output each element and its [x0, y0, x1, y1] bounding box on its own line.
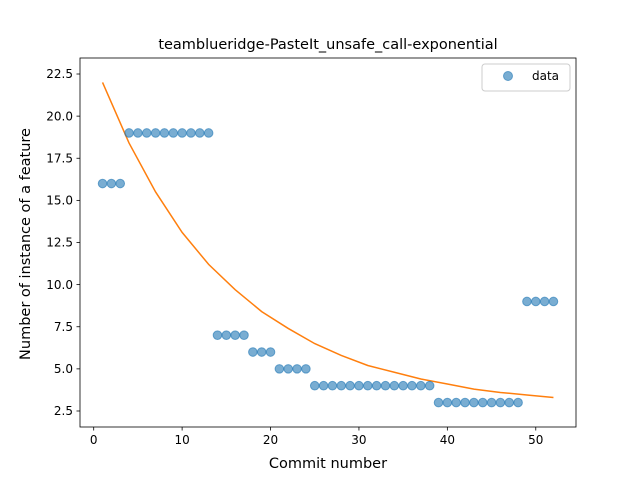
data-point — [301, 364, 311, 374]
data-point — [442, 397, 453, 408]
legend: data — [481, 63, 571, 92]
data-point — [424, 380, 435, 391]
data-point — [389, 380, 400, 391]
x-tick-label: 10 — [174, 433, 189, 447]
data-point — [354, 380, 364, 391]
data-point — [477, 397, 488, 408]
data-point — [362, 380, 373, 391]
data-point — [97, 178, 108, 189]
chart-title: teamblueridge-PasteIt_unsafe_call-expone… — [158, 37, 497, 53]
data-point — [124, 128, 134, 138]
data-point — [230, 330, 240, 340]
data-point — [309, 380, 320, 391]
y-tick-label: 7.5 — [54, 320, 73, 334]
data-point — [248, 347, 258, 357]
data-point — [513, 397, 523, 408]
data-point — [522, 296, 532, 307]
data-point — [433, 397, 444, 408]
plot-area — [79, 57, 577, 428]
axes-frame — [79, 57, 577, 428]
data-point — [283, 364, 294, 374]
data-point — [212, 330, 223, 340]
y-tick-label: 12.5 — [46, 236, 73, 250]
data-point — [159, 128, 170, 138]
data-point — [416, 380, 426, 391]
data-point — [530, 296, 541, 307]
y-tick-label: 5.0 — [54, 362, 73, 376]
data-point — [186, 128, 196, 138]
data-point — [548, 296, 559, 307]
x-tick-label: 20 — [263, 433, 278, 447]
data-point — [115, 178, 126, 189]
data-point — [380, 380, 391, 391]
data-point — [486, 397, 497, 408]
y-tick-label: 20.0 — [46, 109, 73, 123]
x-tick-label: 30 — [351, 433, 366, 447]
data-point — [407, 380, 417, 391]
data-point — [168, 128, 179, 138]
data-point — [460, 397, 470, 408]
data-point — [371, 380, 382, 391]
data-point — [203, 128, 214, 138]
data-point — [195, 128, 205, 138]
data-point — [539, 296, 550, 307]
data-point — [345, 380, 355, 391]
x-tick-label: 40 — [440, 433, 455, 447]
x-axis-ticks: 0 10 20 30 40 50 — [90, 427, 543, 447]
y-tick-label: 22.5 — [46, 67, 73, 81]
y-axis-ticks: 2.5 5.0 7.5 10.0 12.5 15.0 17.5 20.0 22.5 — [46, 67, 80, 418]
data-point — [469, 397, 479, 408]
data-point — [239, 330, 249, 340]
data-point — [150, 128, 161, 138]
data-point — [398, 380, 408, 391]
y-tick-label: 10.0 — [46, 278, 73, 292]
y-tick-label: 17.5 — [46, 151, 73, 165]
data-point — [495, 397, 506, 408]
y-tick-label: 15.0 — [46, 194, 73, 208]
data-point — [221, 330, 232, 340]
legend-box — [481, 63, 571, 92]
data-point — [292, 364, 302, 374]
data-point — [265, 347, 276, 357]
x-axis-label: Commit number — [269, 456, 387, 472]
data-point — [177, 128, 187, 138]
y-tick-label: 2.5 — [54, 404, 73, 418]
legend-label-data: data — [532, 69, 559, 83]
data-point — [256, 347, 267, 357]
data-point — [133, 128, 143, 138]
data-point — [336, 380, 347, 391]
data-point — [318, 380, 329, 391]
data-point — [327, 380, 338, 391]
data-point — [274, 364, 285, 374]
data-point — [106, 178, 117, 189]
x-tick-label: 0 — [90, 433, 98, 447]
fit-line — [101, 82, 554, 399]
data-point — [451, 397, 462, 408]
data-point — [141, 128, 152, 138]
data-point — [504, 397, 515, 408]
y-axis-label: Number of instance of a feature — [18, 128, 34, 360]
x-tick-label: 50 — [528, 433, 543, 447]
legend-marker-data — [503, 71, 513, 81]
